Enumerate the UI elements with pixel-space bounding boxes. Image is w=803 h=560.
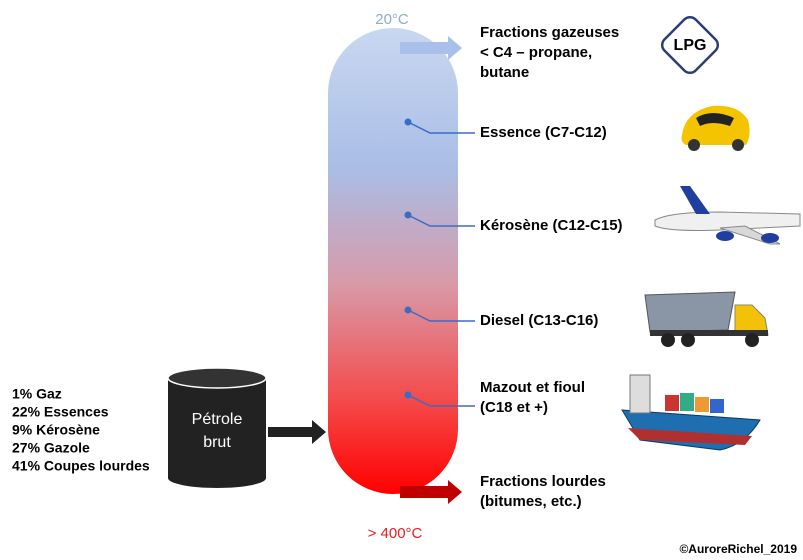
fraction-label: (bitumes, etc.) <box>480 493 582 510</box>
truck-icon <box>645 292 768 347</box>
composition-item: 22% Essences <box>12 404 109 420</box>
fraction-label: (C18 et +) <box>480 399 548 416</box>
composition-item: 1% Gaz <box>12 386 62 402</box>
fraction-label: < C4 – propane, <box>480 44 592 61</box>
fraction-label: Diesel (C13-C16) <box>480 312 598 329</box>
top-temperature: 20°C <box>375 11 409 28</box>
feed-arrow <box>268 420 326 444</box>
tank-label: brut <box>203 434 231 451</box>
distillation-column <box>328 28 458 494</box>
plane-icon <box>655 186 800 244</box>
fraction-label: Essence (C7-C12) <box>480 124 607 141</box>
fraction-label: butane <box>480 64 529 81</box>
car-icon <box>682 106 750 151</box>
composition-item: 27% Gazole <box>12 440 90 456</box>
lpg-label: LPG <box>674 37 707 54</box>
fraction-label: Fractions gazeuses <box>480 24 619 41</box>
composition-item: 41% Coupes lourdes <box>12 458 150 474</box>
bottom-temperature: > 400°C <box>368 525 423 542</box>
diagram: 20°C > 400°C Fractions gazeuses < C4 – p… <box>0 0 803 560</box>
fraction-label: Mazout et fioul <box>480 379 585 396</box>
tank-label: Pétrole <box>192 411 243 428</box>
fraction-label: Kérosène (C12-C15) <box>480 217 623 234</box>
fraction-label: Fractions lourdes <box>480 473 606 490</box>
ship-icon <box>622 375 760 450</box>
credit: ©AuroreRichel_2019 <box>679 542 797 556</box>
composition-item: 9% Kérosène <box>12 422 100 438</box>
